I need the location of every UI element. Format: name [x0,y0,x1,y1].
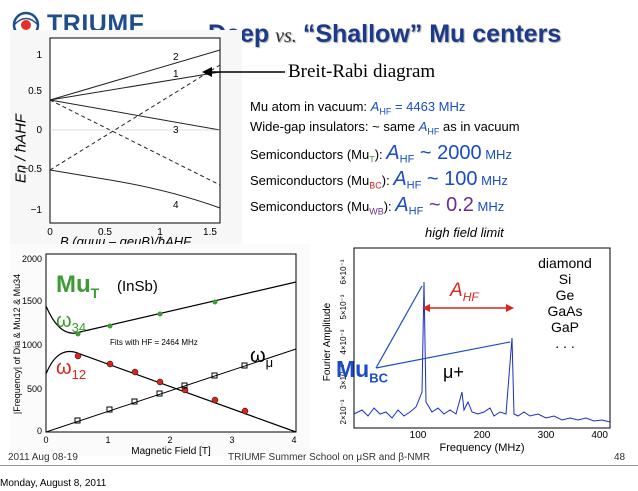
mu-ytick-2: 1000 [22,340,42,350]
fourier-spectrum [353,281,611,423]
br-ytick-1: 1 [36,50,42,61]
br-xtick-3: 1 [157,227,163,238]
fourier-ytick-4: 5×10⁻³ [339,294,348,319]
fourier-xtick-3: 300 [538,430,555,441]
material-item: Ge [555,287,575,303]
level-label-4: 4 [173,200,179,211]
fourier-ytick-2: 3×10⁻³ [339,364,348,389]
mubc-label: MuBC [336,356,388,386]
omega12-label: ω12 [56,357,87,382]
mu-xtick-3: 3 [229,435,234,445]
material-item: Si [558,271,572,287]
level-label-3: 3 [173,125,179,136]
mu-ytick-4: 2000 [22,254,42,264]
br-ytick-3: 0 [36,125,42,136]
footer-center: TRIUMF Summer School on μSR and β-NMR [228,452,431,463]
level-label-1: 1 [173,69,179,80]
mu-xtick-4: 4 [291,435,296,445]
arrow-icon [202,67,285,77]
material-item: GaP [550,319,579,335]
info-line-vacuum: Mu atom in vacuum: AHF = 4463 MHz [250,99,466,117]
material-item: . . . [555,335,575,351]
fourier-xtick-1: 100 [410,430,427,441]
mu-xtick-2: 2 [167,435,172,445]
mut-label: MuT [56,271,100,301]
insb-label: (InSb) [117,278,158,295]
breit-rabi-plot: 2 1 3 4 1 0.5 0 −0.5 −1 0 0.5 1 1.5 [10,30,242,245]
title-shallow: “Shallow” Mu centers [302,20,562,48]
material-item: diamond [538,255,592,271]
mu-ylabel: |Frequency| of Dia & Mu12 & Mu34 [12,274,22,414]
mu-ytick-3: 1500 [22,296,42,306]
dia-points [74,362,248,424]
mu-ytick-1: 500 [27,384,42,394]
fourier-ylabel: Fourier Amplitude [322,302,333,381]
br-ytick-5: −1 [31,205,43,216]
level-label-2: 2 [173,52,179,63]
footer-date-range: 2011 Aug 08-19 [8,452,78,463]
omega34-points [75,299,218,337]
mu-xlabel: Magnetic Field [T] [131,446,211,456]
fourier-ytick-3: 4×10⁻³ [339,329,348,354]
fourier-xtick-4: 400 [591,430,608,441]
fourier-xlabel: Frequency (MHz) [440,442,525,454]
omega34-label: ω34 [56,310,87,335]
br-ytick-2: 0.5 [28,86,42,97]
omegamu-label: ωμ [250,345,274,370]
fit-text: Fits with HF = 2464 MHz [110,338,198,347]
footer-page-number: 48 [614,452,626,463]
info-line-mut: Semiconductors (MuT): AHF ~ 2000 MHz [250,142,512,166]
title-vs: vs. [275,25,297,47]
info-line-insulators: Wide-gap insulators: ~ same AHF as in va… [250,119,520,137]
footer-divider [0,465,638,466]
materials-list: diamond Si Ge GaAs GaP . . . [525,255,605,351]
mu-xtick-0: 0 [43,435,48,445]
info-line-muwb: Semiconductors (MuWB): AHF ~ 0.2 MHz [250,194,505,218]
ahf-label: AHF [450,280,479,304]
fourier-xtick-2: 200 [474,430,491,441]
muplus-label: μ+ [443,362,464,382]
slide-date: Monday, August 8, 2011 [0,478,107,489]
br-xtick-4: 1.5 [203,227,217,238]
fourier-ytick-1: 2×10⁻³ [339,399,348,424]
br-xtick-2: 0.5 [98,227,112,238]
br-ylabel: En / ħAHF [12,113,30,184]
fourier-ytick-5: 6×10⁻³ [339,259,348,284]
mu-xtick-1: 1 [105,435,110,445]
info-line-mubc: Semiconductors (MuBC): AHF ~ 100 MHz [250,168,508,192]
mu-ytick-0: 0 [37,426,42,436]
material-item: GaAs [547,303,583,319]
fourier-plot: 100 200 300 400 Frequency (MHz) 2×10⁻³ 3… [318,242,618,457]
page-title: Deepvs.“Shallow” Mu centers [208,20,561,49]
mu-frequency-plot: Fits with HF = 2464 MHz 0 500 1000 1500 … [10,244,310,456]
high-field-limit-label: high field limit [425,225,504,240]
br-ytick-4: −0.5 [22,164,42,175]
breit-rabi-label: Breit-Rabi diagram [288,61,436,82]
br-xtick-1: 0 [47,227,53,238]
